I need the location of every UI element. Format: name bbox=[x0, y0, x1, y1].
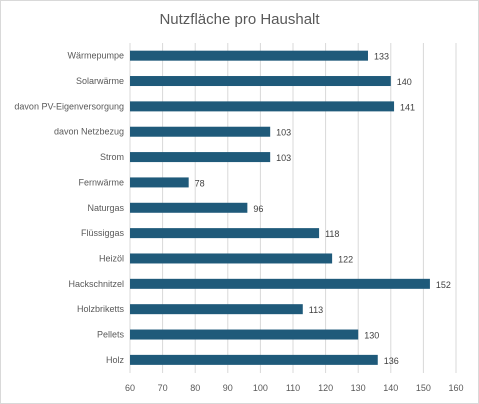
data-label: 78 bbox=[195, 178, 205, 188]
data-label: 118 bbox=[325, 229, 339, 239]
bar bbox=[130, 152, 271, 163]
category-label: Heizöl bbox=[99, 253, 124, 263]
category-label: Strom bbox=[100, 152, 124, 162]
data-label: 140 bbox=[397, 77, 412, 87]
x-tick-label: 70 bbox=[158, 383, 168, 393]
bar bbox=[130, 126, 271, 137]
bar bbox=[130, 253, 333, 264]
category-label: Solarwärme bbox=[76, 76, 124, 86]
category-label: Holzbriketts bbox=[77, 304, 125, 314]
category-label: Wärmepumpe bbox=[67, 51, 124, 61]
category-label: davon Netzbezug bbox=[54, 127, 124, 137]
bar bbox=[130, 101, 395, 112]
data-label: 96 bbox=[253, 204, 263, 214]
bar bbox=[130, 354, 378, 365]
category-label: davon PV-Eigenversorgung bbox=[14, 101, 124, 111]
category-label: Naturgas bbox=[87, 203, 124, 213]
x-tick-label: 120 bbox=[318, 383, 333, 393]
x-tick-label: 130 bbox=[351, 383, 366, 393]
category-label: Hackschnitzel bbox=[68, 279, 124, 289]
x-tick-label: 90 bbox=[223, 383, 233, 393]
data-label: 103 bbox=[276, 128, 291, 138]
x-tick-label: 160 bbox=[448, 383, 463, 393]
data-label: 130 bbox=[364, 331, 379, 341]
data-label: 113 bbox=[309, 305, 323, 315]
data-label: 103 bbox=[276, 153, 291, 163]
data-label: 133 bbox=[374, 52, 389, 62]
category-label: Pellets bbox=[97, 330, 125, 340]
bar bbox=[130, 329, 359, 340]
bar bbox=[130, 76, 391, 87]
x-tick-label: 140 bbox=[383, 383, 398, 393]
bar bbox=[130, 202, 248, 213]
x-tick-label: 60 bbox=[125, 383, 135, 393]
x-tick-label: 150 bbox=[416, 383, 431, 393]
data-label: 152 bbox=[436, 280, 451, 290]
category-label: Fernwärme bbox=[78, 177, 124, 187]
bar bbox=[130, 50, 368, 61]
bar bbox=[130, 304, 303, 315]
x-tick-label: 110 bbox=[286, 383, 300, 393]
category-label: Holz bbox=[106, 355, 125, 365]
data-label: 141 bbox=[400, 102, 415, 112]
bar bbox=[130, 177, 189, 188]
chart-title: Nutzfläche pro Haushalt bbox=[159, 11, 320, 28]
category-label: Flüssiggas bbox=[81, 228, 125, 238]
bar bbox=[130, 278, 430, 289]
x-tick-label: 100 bbox=[253, 383, 268, 393]
bar bbox=[130, 228, 320, 239]
x-tick-label: 80 bbox=[190, 383, 200, 393]
data-label: 122 bbox=[338, 254, 353, 264]
data-label: 136 bbox=[384, 356, 399, 366]
